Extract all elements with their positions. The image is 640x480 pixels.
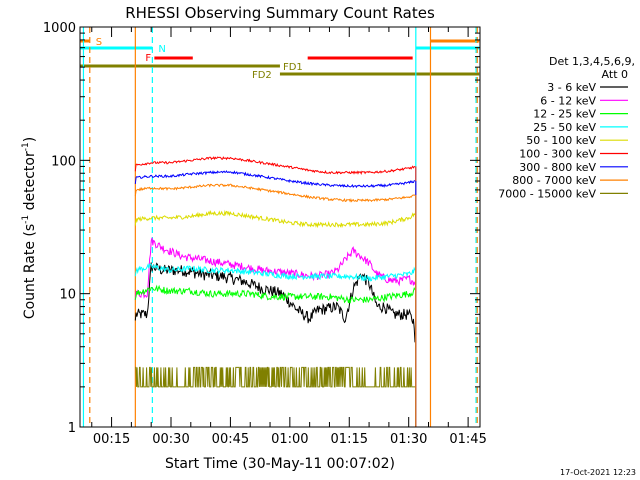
legend-label-25-50-kev: 25 - 50 keV <box>533 121 596 134</box>
timestamp: 17-Oct-2021 12:23 <box>560 468 636 477</box>
series-line-6-12-kev <box>134 237 416 300</box>
x-tick-label: 01:45 <box>449 432 486 447</box>
legend-label-7000-15000-kev: 7000 - 15000 keV <box>498 187 596 200</box>
series-line-800-7000-kev <box>134 183 416 203</box>
x-tick-label: 01:00 <box>271 432 308 447</box>
series-line-50-100-kev <box>134 209 416 229</box>
y-tick-label: 1000 <box>43 21 76 36</box>
legend-label-50-100-kev: 50 - 100 keV <box>526 134 596 147</box>
x-tick-label: 00:30 <box>152 432 189 447</box>
legend-header-line-1: Det 1,3,4,5,6,9, <box>549 55 635 68</box>
y-tick-label: 10 <box>59 288 76 303</box>
y-tick-label: 1 <box>68 421 76 436</box>
y-axis-label-sup2: -1 <box>21 142 31 151</box>
series-line-12-25-kev <box>134 284 416 304</box>
flag-label-f: F <box>145 53 151 64</box>
series-line-7000-15000-kev <box>135 366 416 388</box>
y-axis-ticks: 1 10 100 1000 <box>43 21 480 436</box>
series-line-3-6-kev <box>134 262 416 343</box>
y-tick-label: 100 <box>51 154 76 169</box>
legend-header-line-2: Att 0 <box>602 68 628 81</box>
x-tick-label: 01:30 <box>390 432 427 447</box>
series-line-300-800-kev <box>134 170 416 189</box>
legend-label-100-300-kev: 100 - 300 keV <box>519 148 596 161</box>
x-tick-label: 01:15 <box>331 432 368 447</box>
flag-label-fd1: FD1 <box>283 62 303 73</box>
y-axis-label-sup1: -1 <box>21 215 31 224</box>
legend-label-800-7000-kev: 800 - 7000 keV <box>512 174 596 187</box>
observing-flags: S NF FD1 FD2 <box>80 37 480 81</box>
plot-frame <box>79 26 481 428</box>
y-axis-label-mid: detector <box>22 151 38 215</box>
x-axis-ticks: 00:15 00:30 00:45 01:00 01:15 01:30 01:45 <box>91 27 487 447</box>
legend-label-6-12-kev: 6 - 12 keV <box>540 94 596 107</box>
x-tick-label: 00:15 <box>93 432 130 447</box>
legend-label-300-800-kev: 300 - 800 keV <box>519 161 596 174</box>
legend-label-12-25-kev: 12 - 25 keV <box>533 108 596 121</box>
x-tick-label: 00:45 <box>212 432 249 447</box>
y-axis-label-main: Count Rate (s <box>22 224 38 319</box>
series-lines <box>134 156 417 427</box>
series-line-25-50-kev <box>134 263 416 282</box>
flag-label-s: S <box>96 37 102 48</box>
y-axis-label-end: ) <box>22 137 38 142</box>
flag-label-n: N <box>158 44 165 55</box>
vertical-markers <box>82 27 478 427</box>
flag-label-fd2: FD2 <box>252 70 272 81</box>
x-axis-label: Start Time (30-May-11 00:07:02) <box>165 456 395 472</box>
legend-label-3-6-kev: 3 - 6 keV <box>547 81 596 94</box>
chart-title: RHESSI Observing Summary Count Rates <box>125 4 435 22</box>
y-axis-label: Count Rate (s-1 detector-1) <box>21 137 38 319</box>
series-line-100-300-kev <box>134 156 416 175</box>
